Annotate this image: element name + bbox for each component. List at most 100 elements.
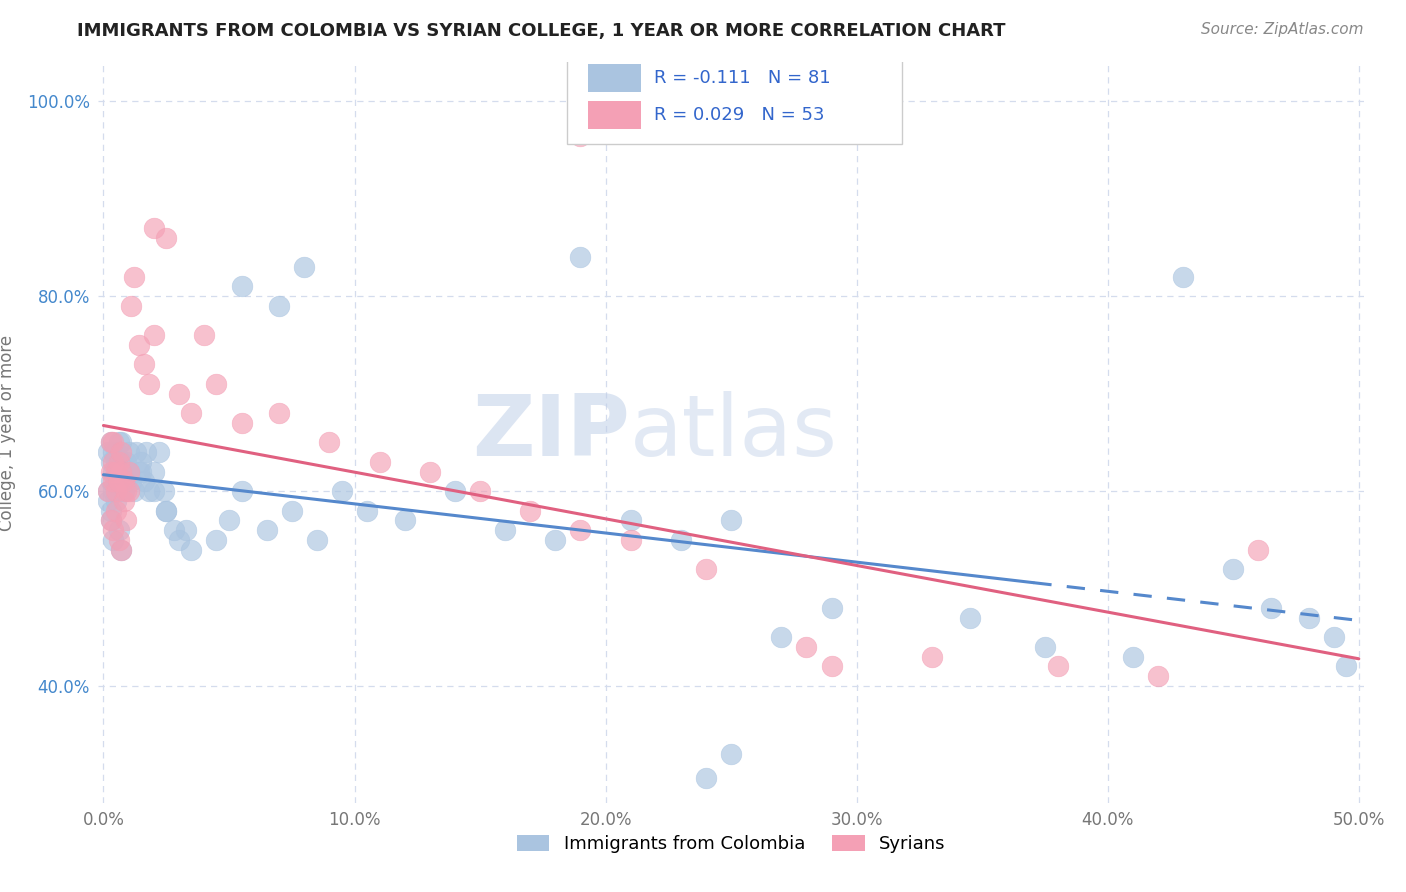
Point: [292, 260, 315, 274]
Point: [110, 465, 132, 479]
Text: ZIP: ZIP: [472, 391, 630, 475]
Point: [100, 513, 122, 527]
Point: [1247, 542, 1270, 557]
Point: [100, 435, 122, 450]
Point: [107, 465, 129, 479]
Point: [155, 231, 177, 245]
Point: [107, 523, 129, 537]
Point: [620, 533, 643, 547]
Legend: Immigrants from Colombia, Syrians: Immigrants from Colombia, Syrians: [509, 828, 953, 861]
Point: [519, 503, 541, 517]
Point: [494, 523, 516, 537]
Point: [142, 465, 165, 479]
Point: [100, 465, 122, 479]
Point: [468, 484, 491, 499]
Point: [122, 269, 145, 284]
Point: [142, 221, 165, 235]
Point: [1336, 659, 1358, 673]
Point: [796, 640, 818, 654]
Point: [103, 465, 125, 479]
Point: [444, 484, 467, 499]
Point: [100, 435, 122, 450]
Point: [112, 475, 135, 489]
Point: [103, 475, 125, 489]
Point: [105, 445, 128, 459]
Bar: [588, 101, 641, 129]
Point: [269, 406, 291, 420]
Point: [107, 475, 129, 489]
Point: [103, 455, 125, 469]
Point: [105, 503, 128, 517]
Point: [959, 611, 981, 625]
Point: [112, 484, 135, 499]
Point: [117, 465, 139, 479]
Point: [110, 475, 132, 489]
Point: [110, 542, 132, 557]
Point: [138, 484, 160, 499]
Point: [180, 542, 202, 557]
Text: IMMIGRANTS FROM COLOMBIA VS SYRIAN COLLEGE, 1 YEAR OR MORE CORRELATION CHART: IMMIGRANTS FROM COLOMBIA VS SYRIAN COLLE…: [77, 22, 1005, 40]
Point: [105, 465, 128, 479]
Point: [330, 484, 353, 499]
Point: [97, 484, 120, 499]
Point: [1298, 611, 1320, 625]
Point: [419, 465, 441, 479]
Text: R = -0.111   N = 81: R = -0.111 N = 81: [654, 69, 831, 87]
Point: [115, 475, 138, 489]
Point: [544, 533, 567, 547]
Point: [256, 523, 278, 537]
Point: [110, 455, 132, 469]
Point: [103, 445, 125, 459]
Point: [115, 513, 138, 527]
Point: [107, 533, 129, 547]
Point: [107, 484, 129, 499]
Point: [205, 376, 228, 391]
Point: [318, 435, 340, 450]
Point: [117, 484, 139, 499]
Point: [167, 533, 190, 547]
Point: [1323, 630, 1346, 644]
Point: [129, 465, 152, 479]
Point: [135, 445, 157, 459]
Point: [231, 484, 253, 499]
Point: [132, 475, 155, 489]
Point: [152, 484, 174, 499]
Point: [167, 386, 190, 401]
Point: [231, 416, 253, 430]
Point: [218, 513, 240, 527]
Point: [100, 475, 122, 489]
Text: atlas: atlas: [630, 391, 838, 475]
Point: [107, 455, 129, 469]
Point: [97, 445, 120, 459]
Point: [142, 484, 165, 499]
Point: [720, 747, 742, 761]
Point: [356, 503, 378, 517]
Point: [128, 465, 150, 479]
Point: [103, 523, 125, 537]
Point: [269, 299, 291, 313]
Point: [138, 376, 160, 391]
Point: [720, 513, 742, 527]
Point: [281, 503, 304, 517]
Point: [103, 484, 125, 499]
Point: [105, 493, 128, 508]
Point: [100, 455, 122, 469]
Point: [569, 523, 592, 537]
Point: [368, 455, 391, 469]
Point: [770, 630, 793, 644]
Point: [205, 533, 228, 547]
Point: [231, 279, 253, 293]
Point: [103, 533, 125, 547]
Y-axis label: College, 1 year or more: College, 1 year or more: [0, 334, 15, 531]
Point: [112, 493, 135, 508]
Point: [820, 601, 842, 615]
Text: Source: ZipAtlas.com: Source: ZipAtlas.com: [1201, 22, 1364, 37]
Point: [97, 484, 120, 499]
Point: [820, 659, 842, 673]
Point: [110, 435, 132, 450]
Point: [163, 523, 186, 537]
Point: [1260, 601, 1282, 615]
Point: [669, 533, 692, 547]
Point: [142, 328, 165, 343]
Point: [122, 484, 145, 499]
